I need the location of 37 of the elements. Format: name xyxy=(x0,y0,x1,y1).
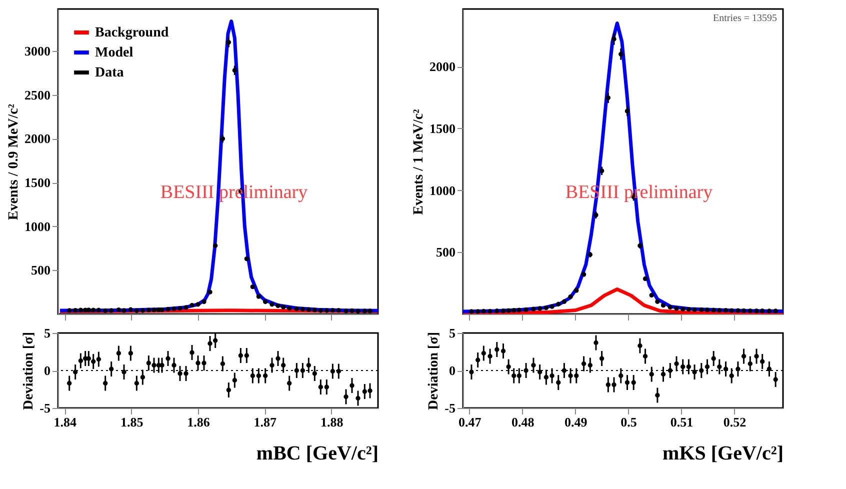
x-axis-title: mBC [GeV/c²] xyxy=(256,442,378,464)
y-tick-label: 2000 xyxy=(24,131,50,146)
x-tick-label: 1.86 xyxy=(187,414,210,430)
y-tick-label: 2500 xyxy=(24,87,50,102)
y-axis-title: Events / 1 MeV/c² xyxy=(412,109,426,215)
y-axis-title: Deviation [σ] xyxy=(22,332,37,410)
x-tick-label: 0.49 xyxy=(564,414,588,430)
y-axis-title: Deviation [σ] xyxy=(426,332,442,410)
x-tick-label: 0.52 xyxy=(723,414,746,430)
y-tick-label: 1000 xyxy=(430,182,456,198)
x-tick-label: 0.47 xyxy=(458,414,482,430)
x-tick-label: 1.85 xyxy=(120,414,144,430)
y-tick-label: 500 xyxy=(31,262,50,278)
x-tick-label: 0.51 xyxy=(670,414,694,430)
x-tick-label: 0.5 xyxy=(620,414,638,430)
y-tick-label: 5 xyxy=(44,326,51,340)
y-tick-label: 500 xyxy=(436,244,456,260)
annotation: Entries = 13595 xyxy=(713,13,777,24)
y-tick-label: -5 xyxy=(444,400,456,416)
y-tick-label: 2000 xyxy=(430,59,456,74)
x-tick-label: 1.84 xyxy=(54,414,78,430)
y-tick-label: 0 xyxy=(44,363,50,378)
y-tick-label: 1500 xyxy=(430,120,456,136)
x-tick-label: 1.87 xyxy=(254,414,278,430)
y-tick-label: 1000 xyxy=(24,218,50,234)
y-axis-title: Events / 0.9 MeV/c² xyxy=(6,104,22,220)
x-tick-label: 1.88 xyxy=(320,414,344,430)
y-tick-label: -5 xyxy=(40,400,51,416)
y-tick-label: 1500 xyxy=(24,175,50,190)
legend-label: Background xyxy=(95,26,169,40)
legend-label: Model xyxy=(95,46,134,60)
x-tick-label: 0.48 xyxy=(511,414,535,430)
y-tick-label: 5 xyxy=(449,326,456,340)
x-axis-title: mKS [GeV/c²] xyxy=(662,442,784,464)
y-tick-label: 3000 xyxy=(24,44,50,59)
legend-label: Data xyxy=(95,66,124,80)
y-tick-label: 0 xyxy=(449,363,456,378)
